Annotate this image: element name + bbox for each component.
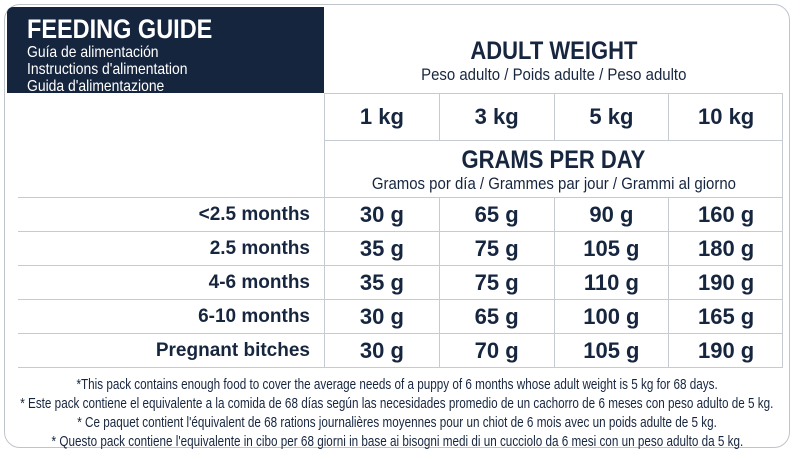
table-row: <2.5 months 30 g 65 g 90 g 160 g [18, 198, 783, 232]
grams-per-day-title: GRAMS PER DAY [449, 145, 658, 174]
cell-value: 105 g [553, 232, 669, 265]
column-header-3kg: 3 kg [438, 94, 554, 140]
adult-weight-subtitle-text: Peso adulto / Poids adulte / Peso adulto [420, 65, 687, 84]
feeding-table: <2.5 months 30 g 65 g 90 g 160 g 2.5 mon… [18, 197, 783, 368]
table-divider-vertical-right [782, 93, 783, 368]
table-row: Pregnant bitches 30 g 70 g 105 g 190 g [18, 334, 783, 368]
grams-per-day-title-text: GRAMS PER DAY [461, 145, 646, 174]
table-row: 6-10 months 30 g 65 g 100 g 165 g [18, 300, 783, 334]
footnote-fr-text: * Ce paquet contient l'équivalent de 68 … [77, 414, 717, 431]
table-row: 2.5 months 35 g 75 g 105 g 180 g [18, 232, 783, 266]
feeding-guide-header: FEEDING GUIDE Guía de alimentación Instr… [7, 7, 324, 95]
cell-value: 110 g [553, 266, 669, 299]
feeding-guide-subtitle-fr: Instructions d'alimentation [27, 61, 324, 78]
column-header-1kg: 1 kg [324, 94, 439, 140]
feeding-guide-subtitle-it-text: Guida d'alimentazione [27, 78, 165, 95]
row-label: <2.5 months [198, 203, 310, 225]
table-row: 4-6 months 35 g 75 g 110 g 190 g [18, 266, 783, 300]
row-label: 2.5 months [209, 237, 310, 259]
feeding-guide-subtitle-it: Guida d'alimentazione [27, 78, 324, 95]
footnote-es-text: * Este pack contiene el equivalente a la… [20, 395, 774, 412]
cell-value: 30 g [324, 300, 439, 333]
row-label: 6-10 months [198, 305, 310, 327]
footnote-line-es: * Este pack contiene el equivalente a la… [0, 394, 800, 413]
footnote-line-fr: * Ce paquet contient l'équivalent de 68 … [0, 413, 800, 432]
cell-value: 65 g [438, 300, 554, 333]
footnote-it-text: * Questo pack contiene l'equivalente in … [51, 433, 743, 450]
grams-per-day-subtitle: Gramos por día / Grammes par jour / Gram… [347, 174, 761, 194]
cell-value: 30 g [324, 198, 439, 231]
cell-value: 90 g [553, 198, 669, 231]
row-label: Pregnant bitches [155, 339, 310, 361]
cell-value: 190 g [668, 334, 783, 367]
feeding-guide-subtitle-es-text: Guía de alimentación [27, 44, 159, 61]
cell-value: 190 g [668, 266, 783, 299]
cell-value: 180 g [668, 232, 783, 265]
cell-value: 105 g [553, 334, 669, 367]
cell-value: 160 g [668, 198, 783, 231]
feeding-guide-title: FEEDING GUIDE [27, 14, 324, 44]
adult-weight-title-text: ADULT WEIGHT [469, 37, 638, 65]
grams-per-day-subtitle-text: Gramos por día / Grammes par jour / Gram… [371, 173, 736, 193]
column-header-5kg: 5 kg [553, 94, 669, 140]
cell-value: 75 g [438, 266, 554, 299]
cell-value: 65 g [438, 198, 554, 231]
adult-weight-title: ADULT WEIGHT [459, 38, 649, 65]
cell-value: 35 g [324, 266, 439, 299]
footnote-line-it: * Questo pack contiene l'equivalente in … [0, 432, 800, 451]
cell-value: 165 g [668, 300, 783, 333]
row-label: 4-6 months [208, 271, 310, 293]
cell-value: 30 g [324, 334, 439, 367]
cell-value: 70 g [438, 334, 554, 367]
feeding-guide-subtitle-es: Guía de alimentación [27, 44, 324, 61]
feeding-guide-title-text: FEEDING GUIDE [27, 14, 213, 44]
footnotes: *This pack contains enough food to cover… [5, 368, 789, 450]
cell-value: 35 g [324, 232, 439, 265]
weight-columns-row: 1 kg 3 kg 5 kg 10 kg [324, 93, 783, 141]
footnote-line-en: *This pack contains enough food to cover… [0, 375, 800, 394]
adult-weight-header: ADULT WEIGHT Peso adulto / Poids adulte … [324, 5, 783, 93]
footnote-en-text: *This pack contains enough food to cover… [76, 376, 718, 393]
adult-weight-subtitle: Peso adulto / Poids adulte / Peso adulto [403, 65, 704, 85]
column-header-10kg: 10 kg [668, 94, 783, 140]
cell-value: 75 g [438, 232, 554, 265]
grams-per-day-header: GRAMS PER DAY Gramos por día / Grammes p… [324, 141, 783, 197]
cell-value: 100 g [553, 300, 669, 333]
feeding-guide-subtitle-fr-text: Instructions d'alimentation [27, 61, 188, 78]
table-divider-vertical [324, 93, 325, 368]
feeding-guide-card: FEEDING GUIDE Guía de alimentación Instr… [4, 4, 790, 450]
